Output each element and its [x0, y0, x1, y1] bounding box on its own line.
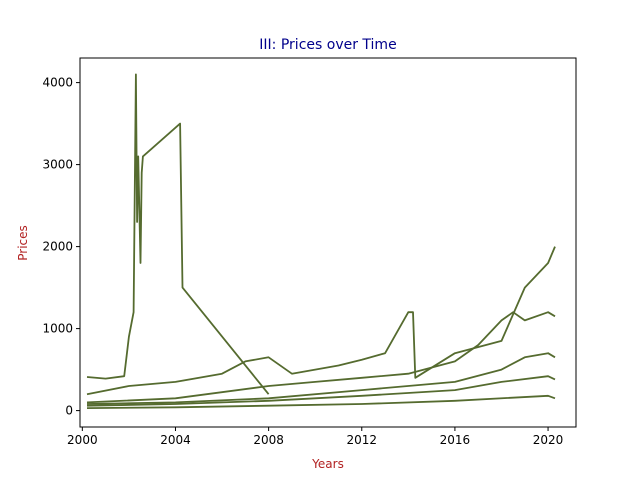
series-line-5: [86, 375, 556, 407]
x-tick-label: 2008: [253, 433, 284, 447]
chart-title: III: Prices over Time: [259, 37, 396, 53]
y-tick-label: 2000: [42, 240, 73, 254]
series-line-6: [86, 394, 556, 409]
x-tick-label: 2016: [440, 433, 471, 447]
series-line-2: [86, 246, 556, 396]
series-line-3: [86, 311, 556, 404]
axes-layer: 2000 2004 2008 2012 2016 2020 0 1000 2000 3000 400…: [42, 57, 577, 447]
x-tick-label: 2000: [67, 433, 98, 447]
y-tick-label: 0: [65, 404, 73, 418]
series-line-4: [86, 352, 556, 405]
y-axis-title: Prices: [16, 225, 30, 261]
series-layer: [86, 73, 556, 409]
y-tick-label: 1000: [42, 322, 73, 336]
plot-frame: [79, 57, 577, 428]
y-tick-label: 4000: [42, 76, 73, 90]
series-line-1: [86, 73, 270, 395]
y-tick-label: 3000: [42, 158, 73, 172]
x-tick-label: 2004: [160, 433, 191, 447]
x-tick-label: 2020: [533, 433, 564, 447]
x-axis-title: Years: [311, 457, 344, 471]
x-tick-label: 2012: [346, 433, 377, 447]
